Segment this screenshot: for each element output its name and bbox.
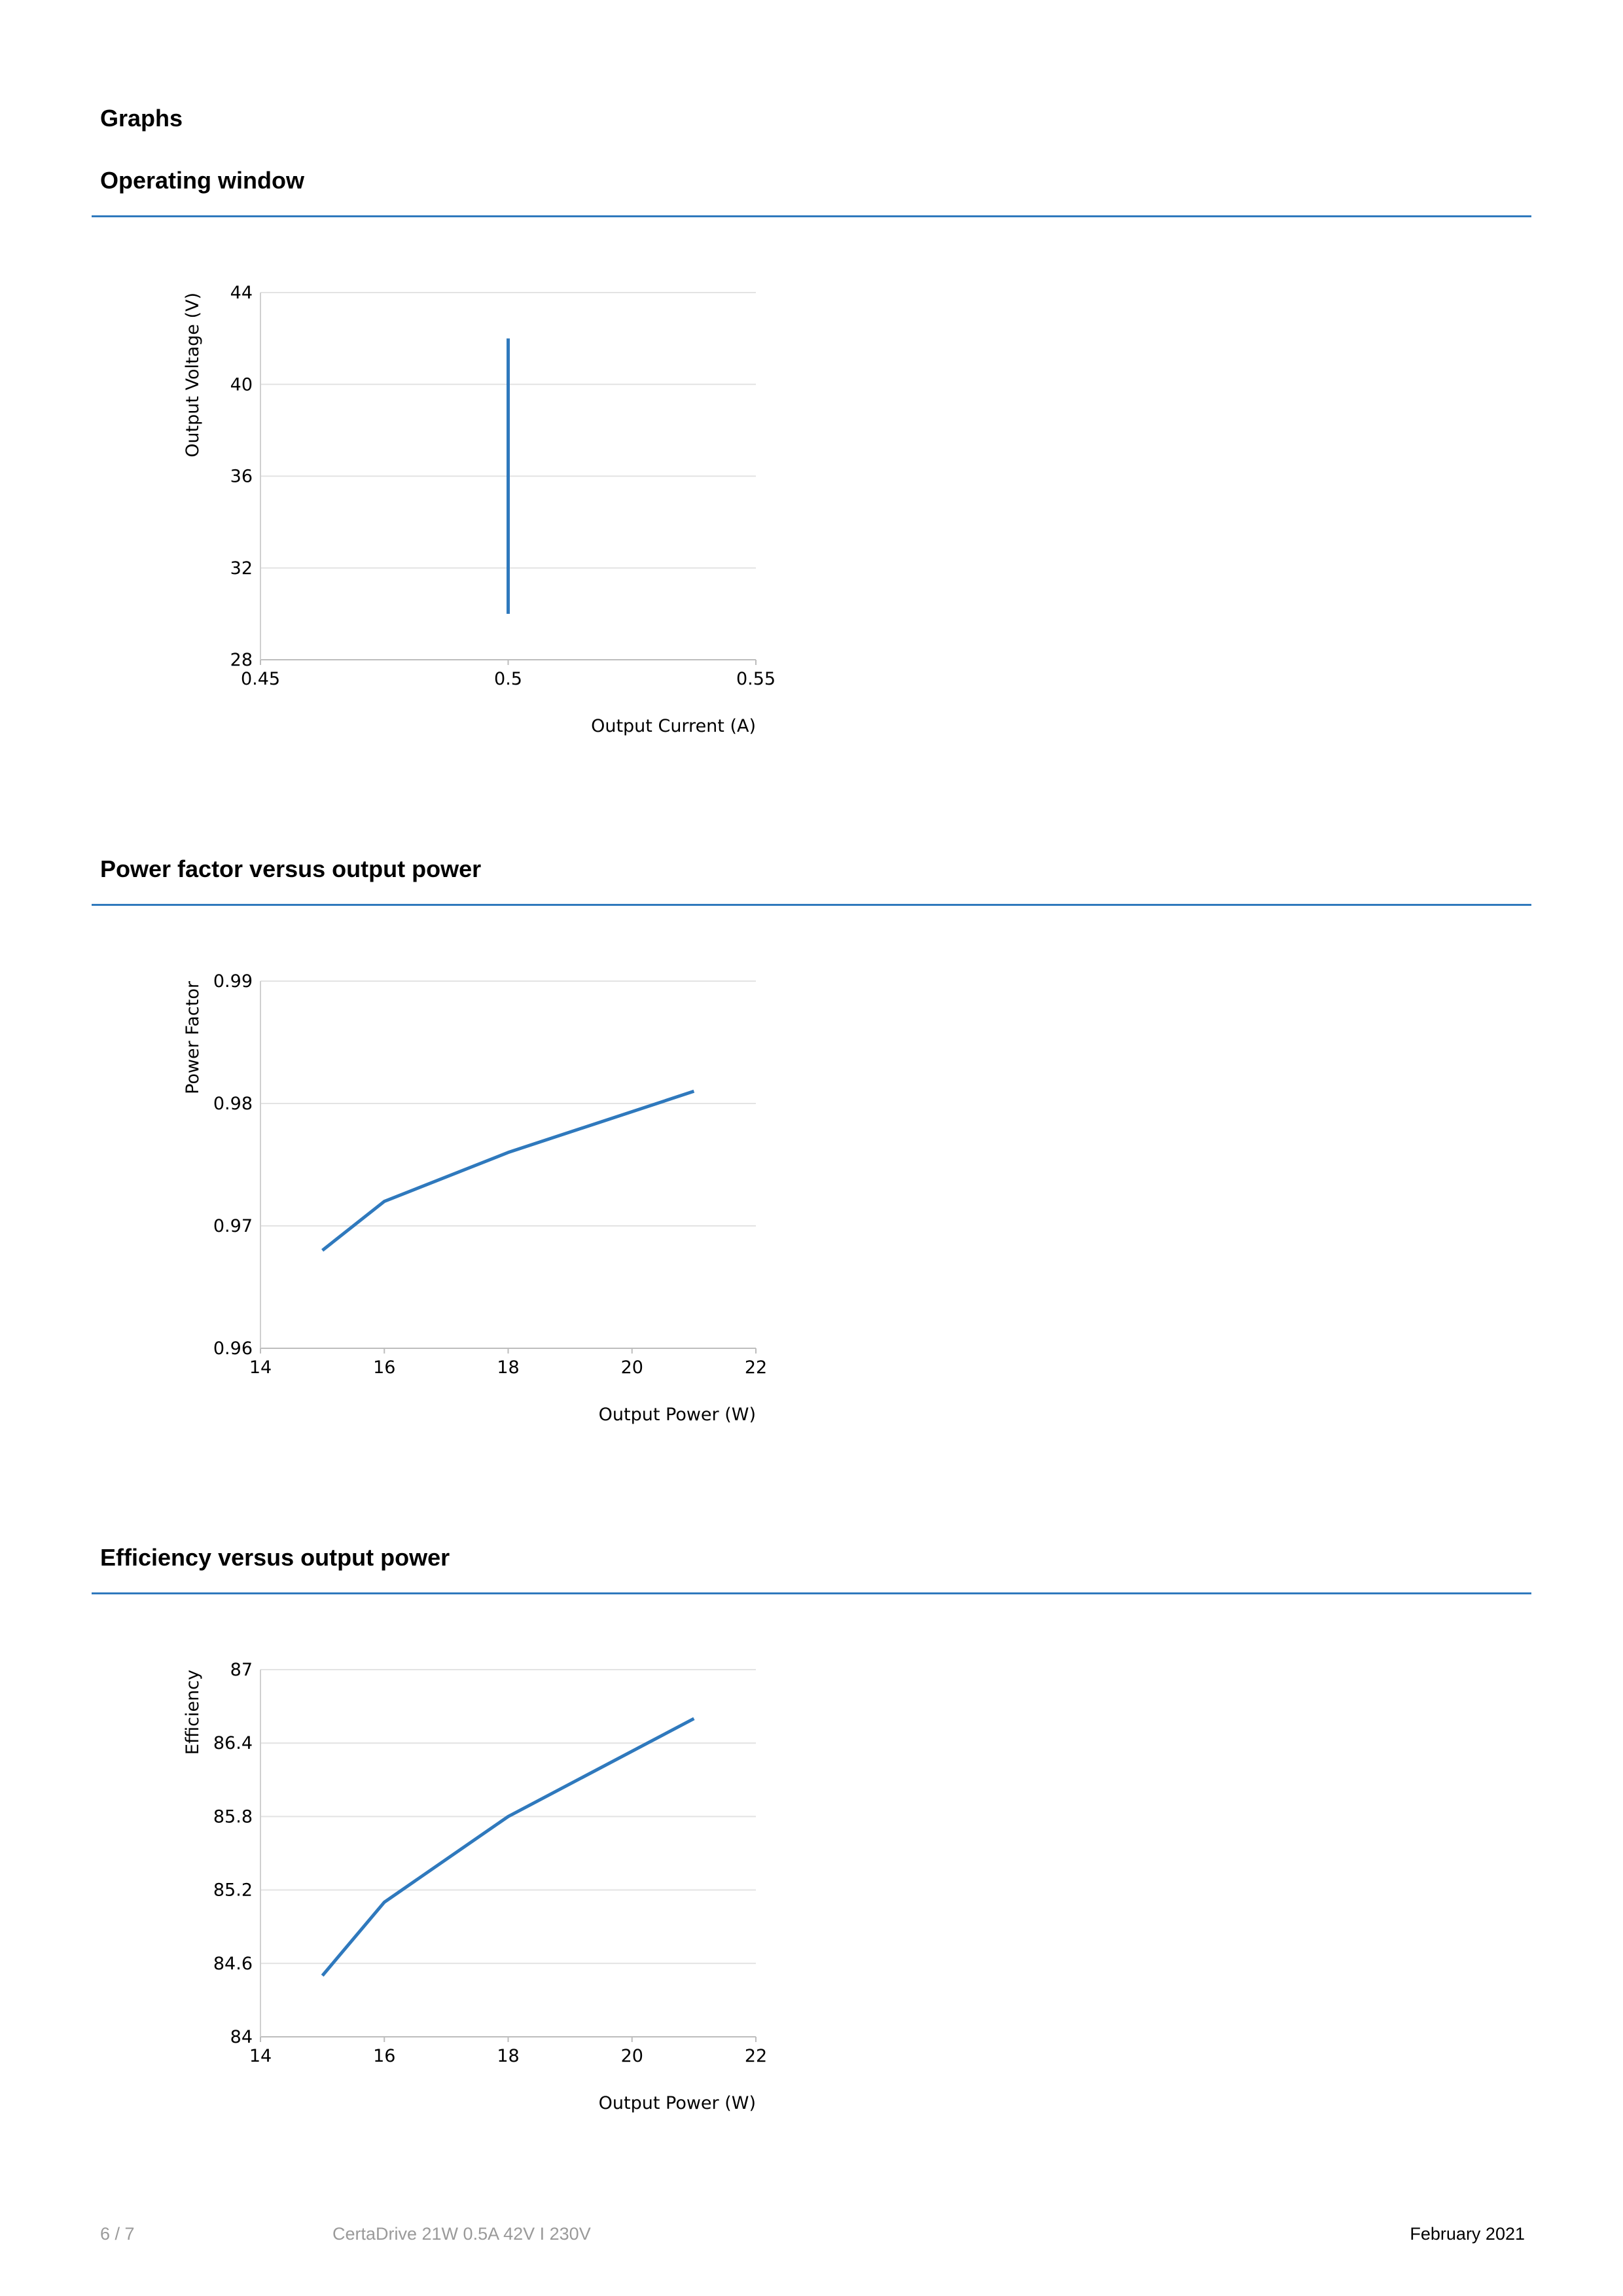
x-tick-label: 0.55 [736,669,776,689]
y-axis-title: Power Factor [183,980,203,1094]
x-tick-label: 14 [249,1357,272,1378]
power-factor-chart: 0.96 0.97 0.98 0.99 14 16 18 20 22 Output Power (… [183,971,767,1425]
section-divider [92,215,1531,217]
data-line [321,1089,695,1252]
footer-product-name: CertaDrive 21W 0.5A 42V I 230V [332,2224,591,2244]
section-title-power-factor: Power factor versus output power [100,855,482,882]
x-tick-label: 22 [745,1357,767,1378]
y-tick-label: 0.99 [213,971,253,992]
x-tick-label: 16 [373,2046,395,2066]
y-tick-label: 32 [230,558,253,579]
y-tick-label: 28 [230,650,253,670]
section-divider [92,1592,1531,1594]
y-tick-label: 85.2 [213,1880,253,1901]
data-line [321,1717,695,1977]
y-axis-title: Efficiency [183,1670,203,1755]
x-tick-label: 18 [497,2046,519,2066]
x-axis-title: Output Power (W) [599,1405,756,1425]
x-tick-label: 0.45 [241,669,280,689]
x-tick-label: 20 [621,2046,643,2066]
y-axis-title: Output Voltage (V) [183,293,203,457]
y-tick-label: 0.97 [213,1216,253,1236]
y-tick-label: 87 [230,1660,253,1680]
y-tick-label: 0.98 [213,1094,253,1114]
x-tick-label: 20 [621,1357,643,1378]
footer-page-number: 6 / 7 [100,2224,135,2244]
page-heading: Graphs [100,105,183,132]
operating-window-chart: 28 32 36 40 44 0.45 0.5 0.55 Output Current (A) O… [183,283,776,736]
y-tick-label: 40 [230,374,253,395]
section-divider [92,904,1531,906]
section-title-operating-window: Operating window [100,167,304,194]
y-tick-label: 86.4 [213,1733,253,1753]
x-tick-label: 14 [249,2046,272,2066]
x-tick-label: 22 [745,2046,767,2066]
x-tick-label: 18 [497,1357,519,1378]
y-tick-label: 44 [230,283,253,303]
x-axis-title: Output Power (W) [599,2093,756,2113]
y-tick-label: 84.6 [213,1954,253,1974]
x-tick-label: 0.5 [494,669,522,689]
y-tick-label: 85.8 [213,1806,253,1827]
section-title-efficiency: Efficiency versus output power [100,1544,450,1571]
y-tick-label: 84 [230,2027,253,2047]
footer-date: February 2021 [1410,2224,1525,2244]
x-tick-label: 16 [373,1357,395,1378]
x-axis-title: Output Current (A) [591,716,756,736]
efficiency-chart: 84 84.6 85.2 85.8 86.4 87 14 16 18 20 22 Output Pow… [183,1660,767,2113]
y-tick-label: 0.96 [213,1338,253,1359]
y-tick-label: 36 [230,467,253,487]
